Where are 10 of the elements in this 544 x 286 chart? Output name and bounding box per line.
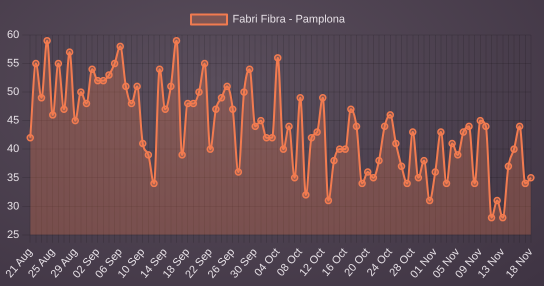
- y-tick-label: 50: [6, 86, 20, 98]
- legend-label: Fabri Fibra - Pamplona: [232, 14, 346, 26]
- y-tick-label: 30: [6, 200, 20, 212]
- y-tick-label: 45: [6, 114, 20, 127]
- y-tick-label: 40: [6, 143, 20, 156]
- y-tick-label: 25: [6, 228, 20, 241]
- x-tick-label: 18 Nov: [504, 246, 536, 281]
- y-tick-label: 35: [6, 172, 20, 184]
- y-tick-label: 60: [6, 29, 20, 42]
- y-tick-label: 55: [6, 58, 20, 70]
